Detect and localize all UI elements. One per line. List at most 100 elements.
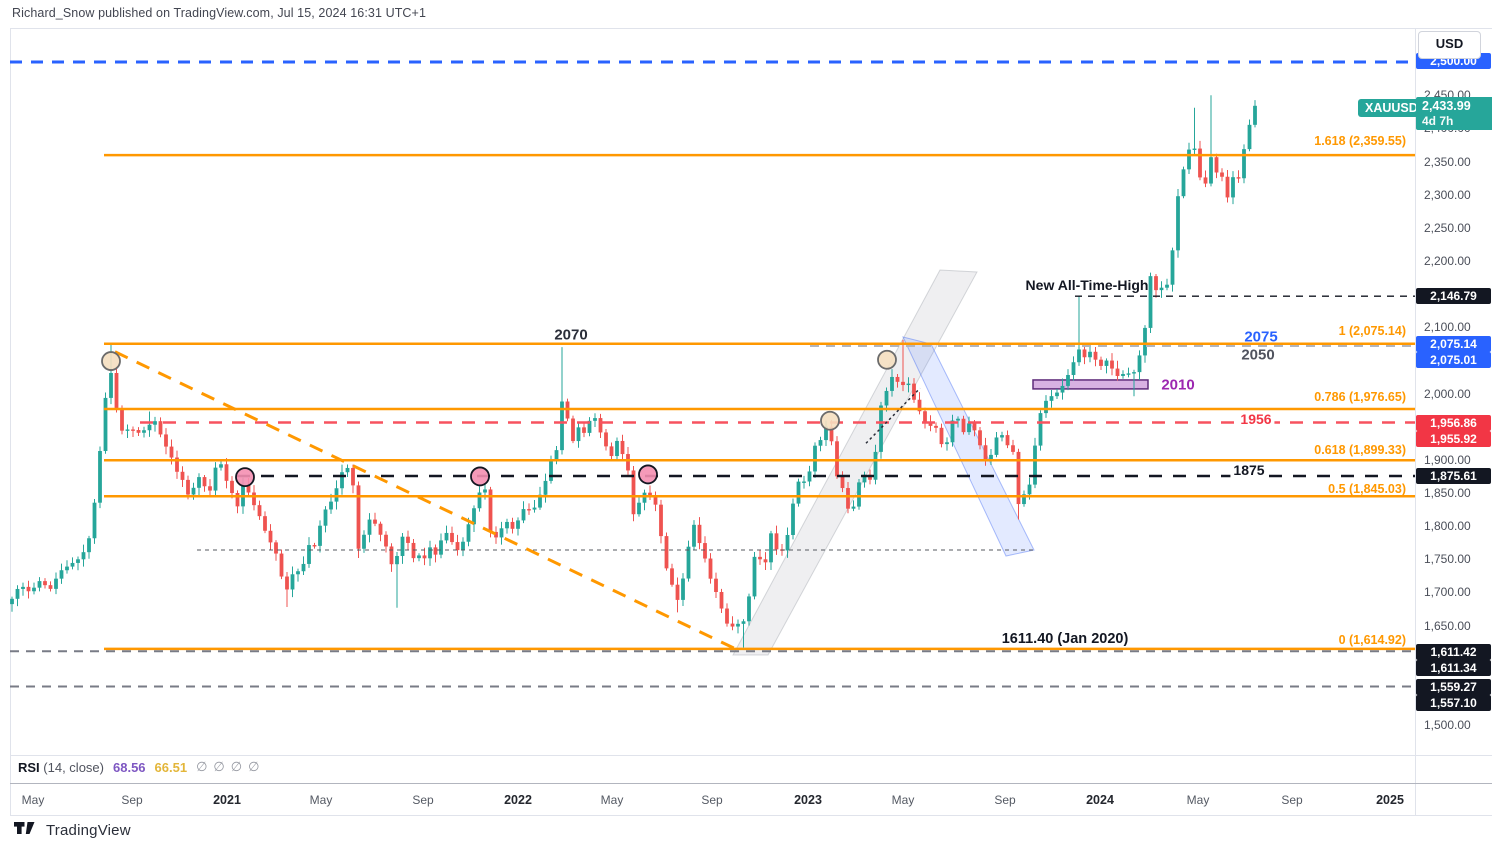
candle-body (1187, 149, 1191, 170)
candle-body (1060, 385, 1065, 393)
candle-body (681, 578, 685, 600)
time-axis-month: May (1186, 793, 1210, 807)
candle-body (466, 524, 471, 542)
candle-body (1154, 276, 1158, 291)
candle-body (279, 553, 284, 577)
candle-body (1126, 373, 1131, 375)
fib-label: 1.618 (2,359.55) (1314, 134, 1406, 148)
candle-body (505, 521, 509, 529)
candle-body (1203, 177, 1208, 184)
candle-body (917, 399, 922, 412)
candle-body (890, 376, 894, 391)
text-annotation: 1875 (1230, 462, 1268, 478)
candle-body (560, 401, 564, 451)
candle-body (428, 547, 432, 559)
price-level-badge: 1,956.86 (1416, 415, 1491, 431)
rsi-pane-separator[interactable] (10, 755, 1492, 756)
candle-body (169, 446, 174, 458)
candle-body (835, 441, 839, 477)
candle-body (1242, 149, 1246, 179)
candle-body (571, 418, 575, 442)
price-level-badge: 1,875.61 (1416, 468, 1491, 484)
price-tick: 2,200.00 (1424, 253, 1471, 268)
price-tick: 2,100.00 (1424, 320, 1471, 335)
price-tick: 2,250.00 (1424, 220, 1471, 235)
candle-body (857, 482, 861, 507)
candle-body (653, 496, 658, 505)
candle-body (1049, 396, 1054, 401)
fib-label: 0.786 (1,976.65) (1314, 390, 1406, 404)
candle-body (1066, 374, 1070, 386)
candle-body (114, 372, 119, 410)
candle-body (1011, 445, 1015, 452)
candle-body (763, 559, 768, 563)
trendline-descending-resistance (114, 350, 735, 650)
candle-body (1220, 172, 1224, 177)
candle-body (208, 486, 212, 491)
rsi-params: (14, close) (43, 759, 104, 775)
rsi-value-2: 66.51 (154, 759, 188, 775)
time-axis-month: Sep (994, 793, 1016, 807)
candle-body (439, 540, 443, 555)
candle-body (109, 372, 113, 398)
candle-body (950, 420, 955, 443)
candle-body (318, 525, 322, 546)
time-axis-month: May (21, 793, 45, 807)
price-tick: 1,700.00 (1424, 585, 1471, 600)
price-tick: 1,650.00 (1424, 618, 1471, 633)
price-tick: 2,350.00 (1424, 154, 1471, 169)
pane-top-border (10, 28, 1492, 29)
tradingview-logo[interactable]: TradingView (14, 822, 131, 839)
candle-body (1159, 287, 1164, 291)
candle-body (1038, 413, 1043, 446)
time-axis-month: Sep (701, 793, 723, 807)
candle-body (1198, 148, 1202, 178)
candle-body (879, 405, 883, 452)
candle-body (846, 488, 850, 509)
candle-body (131, 429, 135, 431)
price-level-badge: 1,955.92 (1416, 431, 1491, 447)
candle-body (598, 418, 603, 433)
candle-body (620, 440, 625, 455)
currency-usd-button[interactable]: USD (1418, 31, 1481, 59)
candle-body (417, 555, 421, 559)
symbol-label: XAUUSD (1358, 99, 1425, 117)
candle-body (686, 546, 691, 579)
price-level-badge: 2,146.79 (1416, 288, 1491, 304)
candle-body (1209, 157, 1213, 184)
candle-body (719, 592, 724, 609)
candle-body (400, 536, 405, 556)
time-axis-year: 2021 (213, 793, 241, 807)
candle-body (1104, 360, 1109, 366)
candle-body (312, 545, 317, 547)
candle-body (296, 571, 300, 575)
candle-body (1214, 157, 1219, 173)
price-tick: 1,750.00 (1424, 552, 1471, 567)
candle-body (873, 451, 878, 480)
candle-body (708, 558, 713, 579)
candle-body (1236, 177, 1241, 179)
candle-body (758, 556, 762, 560)
time-axis-year: 2024 (1086, 793, 1114, 807)
candle-body (692, 524, 696, 547)
candle-body (1121, 373, 1125, 376)
candle-body (587, 420, 592, 433)
candle-body (637, 502, 641, 515)
candle-body (1005, 435, 1010, 446)
candle-body (147, 424, 152, 431)
candle-body (307, 545, 311, 564)
text-annotation: 2050 (1241, 346, 1275, 364)
candle-body (1231, 177, 1235, 198)
candle-body (829, 426, 834, 442)
candle-body (769, 533, 773, 563)
rsi-title[interactable]: RSI (14, close) (18, 759, 104, 775)
text-annotation: 2070 (554, 326, 588, 344)
candle-body (884, 390, 889, 406)
price-tick: 2,300.00 (1424, 187, 1471, 202)
candle-body (21, 586, 25, 589)
candle-body (532, 507, 537, 510)
tradingview-logo-text: TradingView (46, 822, 131, 839)
candle-body (411, 542, 416, 559)
price-tick: 1,500.00 (1424, 718, 1471, 733)
